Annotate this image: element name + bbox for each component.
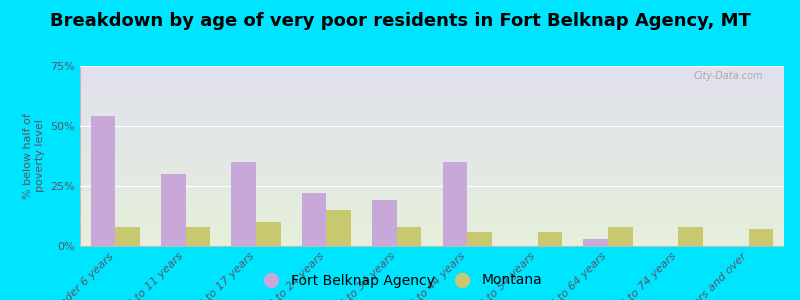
Bar [90, 116, 115, 246]
Bar [397, 227, 422, 246]
Legend: Fort Belknap Agency, Montana: Fort Belknap Agency, Montana [252, 268, 548, 293]
Bar [583, 239, 608, 246]
Bar [678, 227, 703, 246]
Text: Breakdown by age of very poor residents in Fort Belknap Agency, MT: Breakdown by age of very poor residents … [50, 12, 750, 30]
Bar [302, 193, 326, 246]
Bar [231, 162, 256, 246]
Bar [326, 210, 351, 246]
Text: City-Data.com: City-Data.com [694, 71, 763, 81]
Bar [115, 227, 140, 246]
Bar [538, 232, 562, 246]
Bar [186, 227, 210, 246]
Bar [442, 162, 467, 246]
Bar [608, 227, 633, 246]
Bar [467, 232, 492, 246]
Bar [372, 200, 397, 246]
Bar [749, 229, 774, 246]
Bar [256, 222, 281, 246]
Bar [161, 174, 186, 246]
Y-axis label: % below half of
poverty level: % below half of poverty level [23, 113, 45, 199]
